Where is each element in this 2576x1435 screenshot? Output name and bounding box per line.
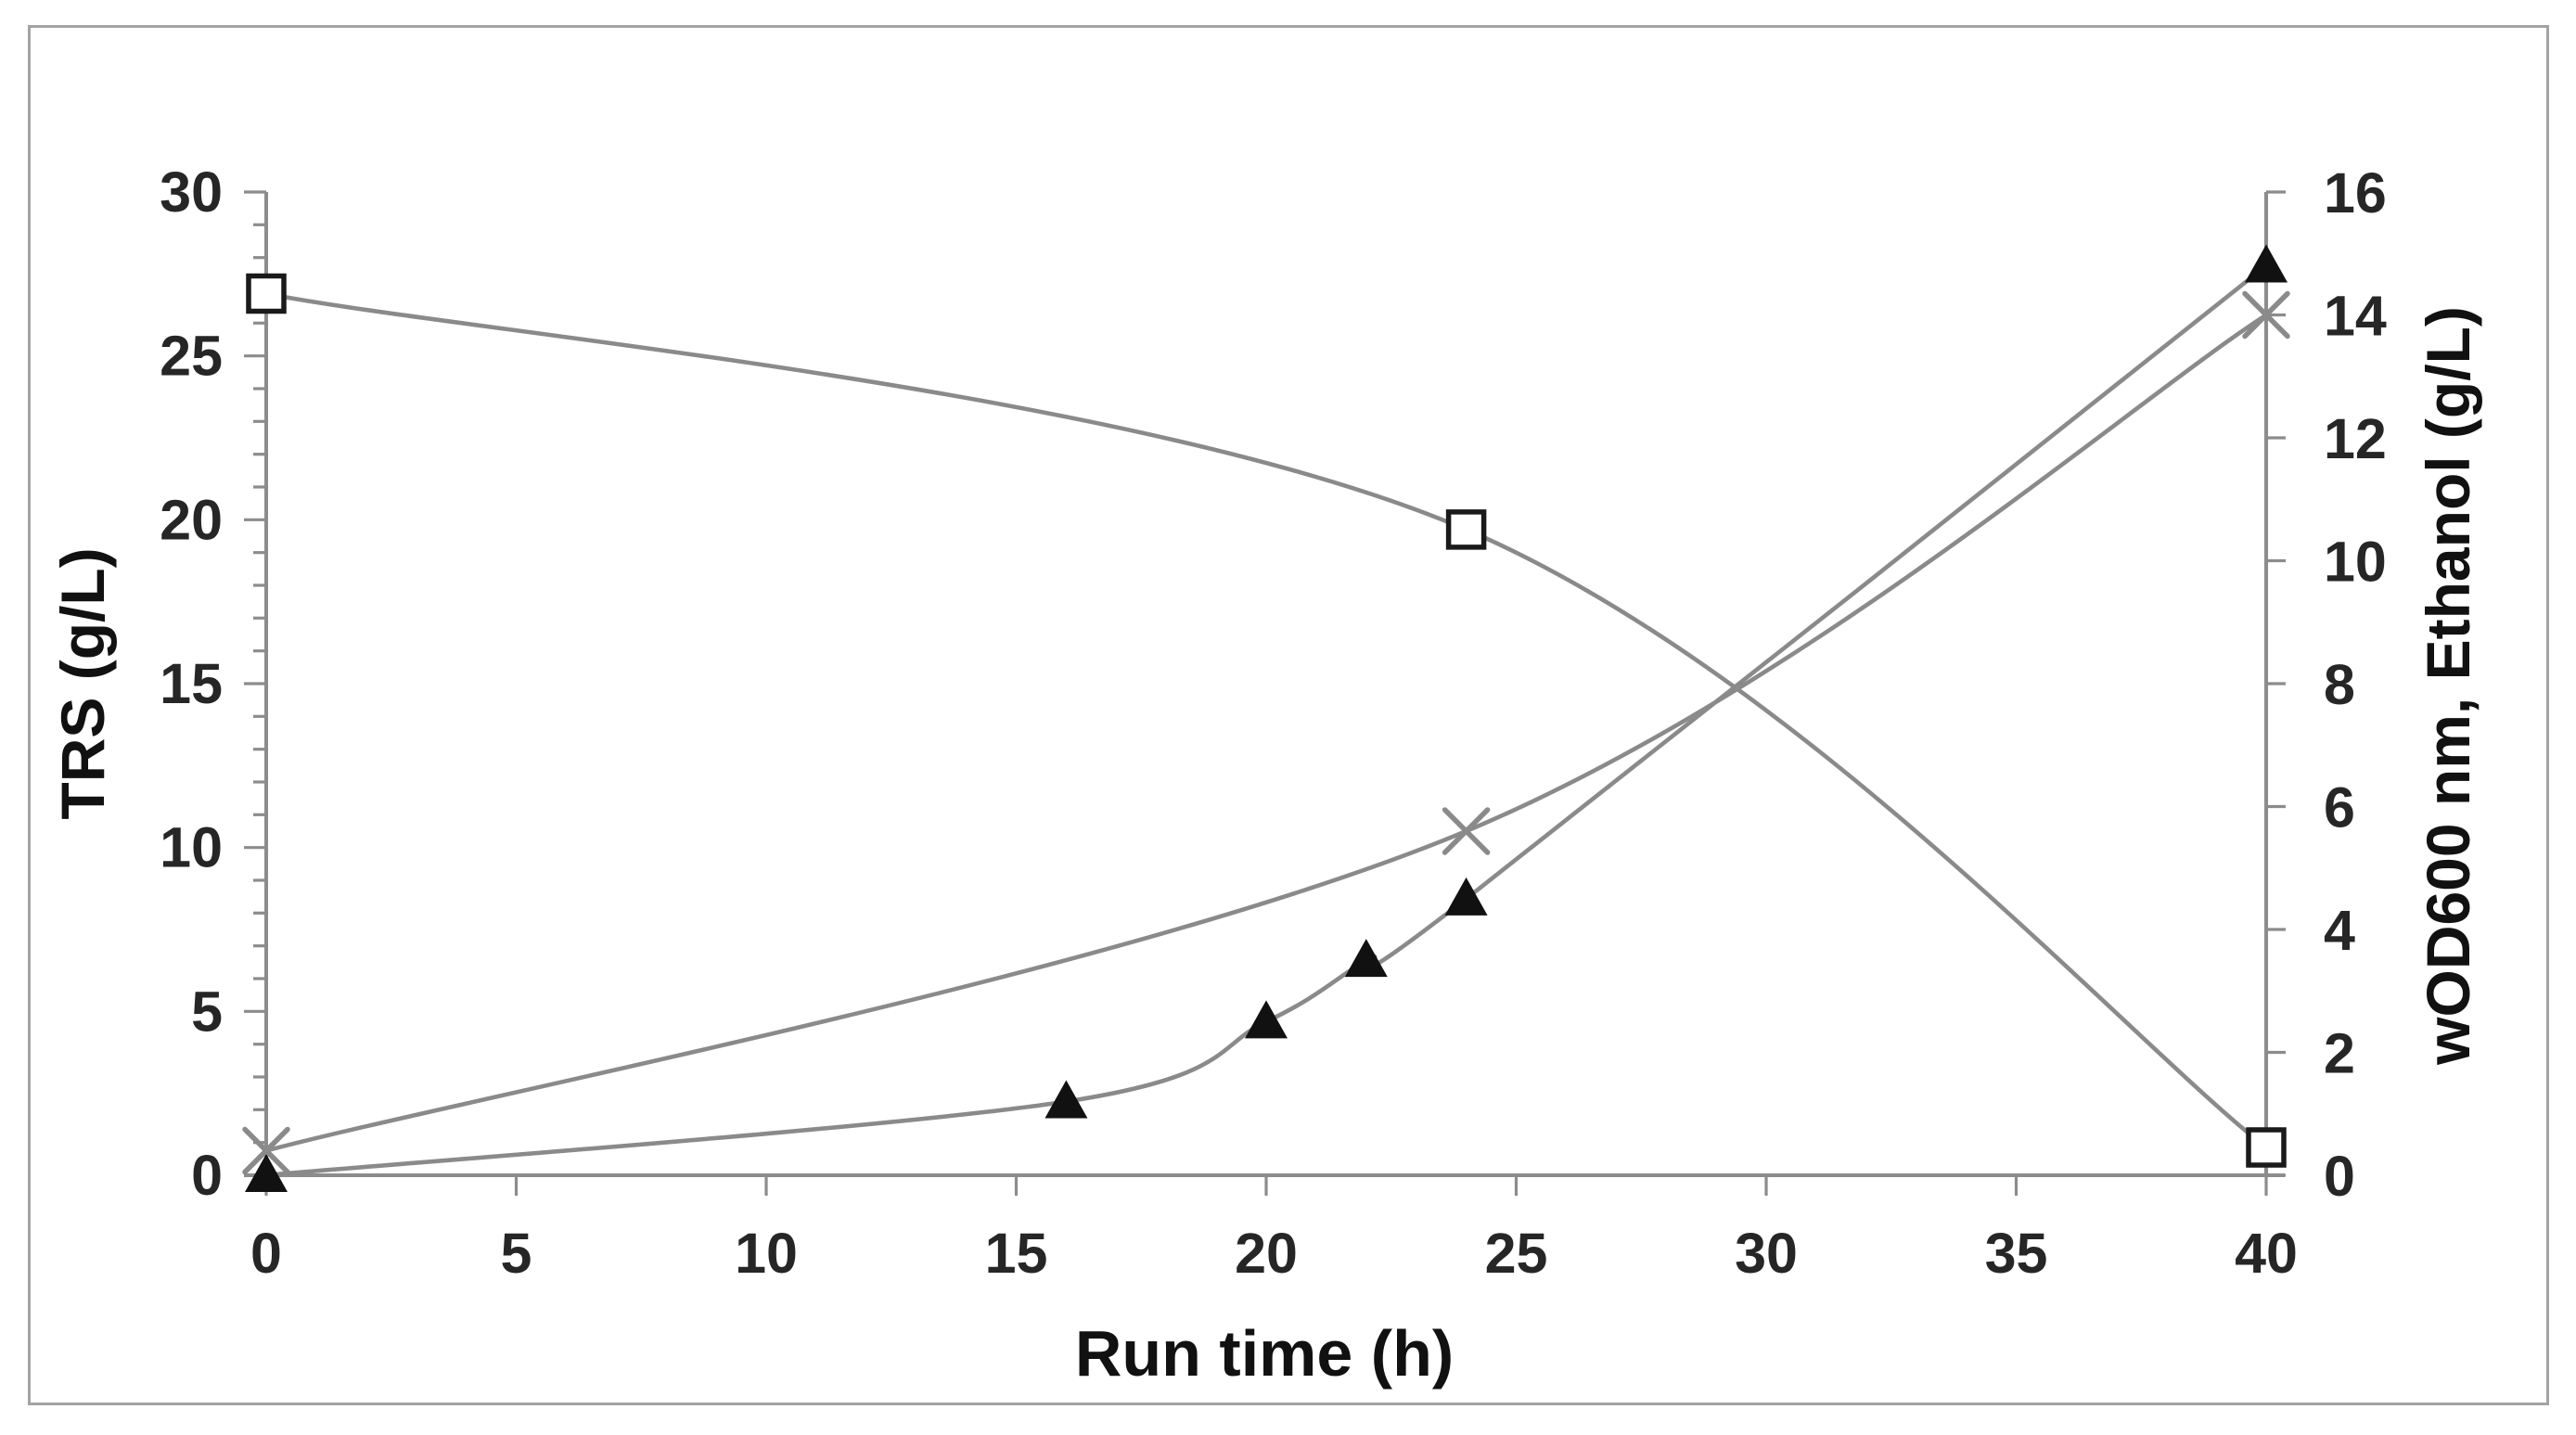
right-y-axis-tick-label: 6 — [2324, 776, 2355, 839]
right-y-axis-title: wOD600 nm, Ethanol (g/L) — [2414, 306, 2482, 1066]
x-axis-tick-label: 0 — [250, 1222, 282, 1285]
series-wod600-nm-line — [263, 263, 2269, 1178]
marker-filled-triangle — [245, 1154, 288, 1192]
left-y-axis-tick-label: 20 — [160, 488, 223, 551]
left-y-axis-tick-label: 5 — [191, 980, 223, 1043]
right-y-axis-tick-label: 4 — [2324, 899, 2355, 962]
left-y-axis-tick-label: 30 — [160, 160, 223, 224]
right-y-axis-tick-label: 0 — [2324, 1145, 2355, 1208]
x-axis-tick-label: 15 — [985, 1222, 1048, 1285]
marker-filled-triangle — [1344, 939, 1388, 978]
x-axis-tick-label: 40 — [2235, 1222, 2298, 1285]
x-axis-tick-label: 5 — [501, 1222, 532, 1285]
marker-x-cross — [2242, 290, 2290, 340]
right-y-axis-tick-label: 12 — [2324, 407, 2387, 470]
series-ethanol-line — [263, 313, 2269, 1153]
left-y-axis-tick-label: 25 — [160, 325, 223, 388]
x-axis-tick-label: 20 — [1235, 1222, 1298, 1285]
right-y-axis-tick-label: 14 — [2324, 285, 2387, 348]
x-axis-tick-label: 25 — [1485, 1222, 1548, 1285]
chart-plot-area: 0 5 10 15 20 25 30 0 2 4 6 8 10 12 14 16 0 5 10 15 20 25 30 35 4… — [160, 160, 2387, 1285]
left-y-axis-tick-label: 15 — [160, 652, 223, 715]
marker-x-cross — [1442, 807, 1491, 855]
marker-filled-triangle — [2245, 244, 2288, 283]
marker-x-cross — [242, 1126, 290, 1175]
left-y-axis-tick-label: 10 — [160, 816, 223, 879]
marker-open-square — [246, 273, 287, 314]
x-axis-tick-label: 10 — [735, 1222, 798, 1285]
x-axis-tick-label: 35 — [1985, 1222, 2048, 1285]
right-y-axis-tick-label: 10 — [2324, 531, 2387, 594]
right-y-axis-tick-label: 8 — [2324, 653, 2355, 716]
x-axis-title: Run time (h) — [1075, 1317, 1454, 1390]
marker-open-square — [2246, 1127, 2287, 1168]
marker-filled-triangle — [1245, 1000, 1288, 1039]
right-y-axis-tick-label: 2 — [2324, 1022, 2355, 1085]
marker-open-square — [1445, 509, 1487, 550]
marker-filled-triangle — [1044, 1080, 1088, 1119]
left-y-axis-title: TRS (g/L) — [48, 547, 117, 819]
right-y-axis-tick-label: 16 — [2324, 161, 2387, 224]
x-axis-tick-label: 30 — [1735, 1222, 1798, 1285]
left-y-axis-tick-label: 0 — [191, 1144, 223, 1207]
marker-filled-triangle — [1444, 877, 1488, 916]
